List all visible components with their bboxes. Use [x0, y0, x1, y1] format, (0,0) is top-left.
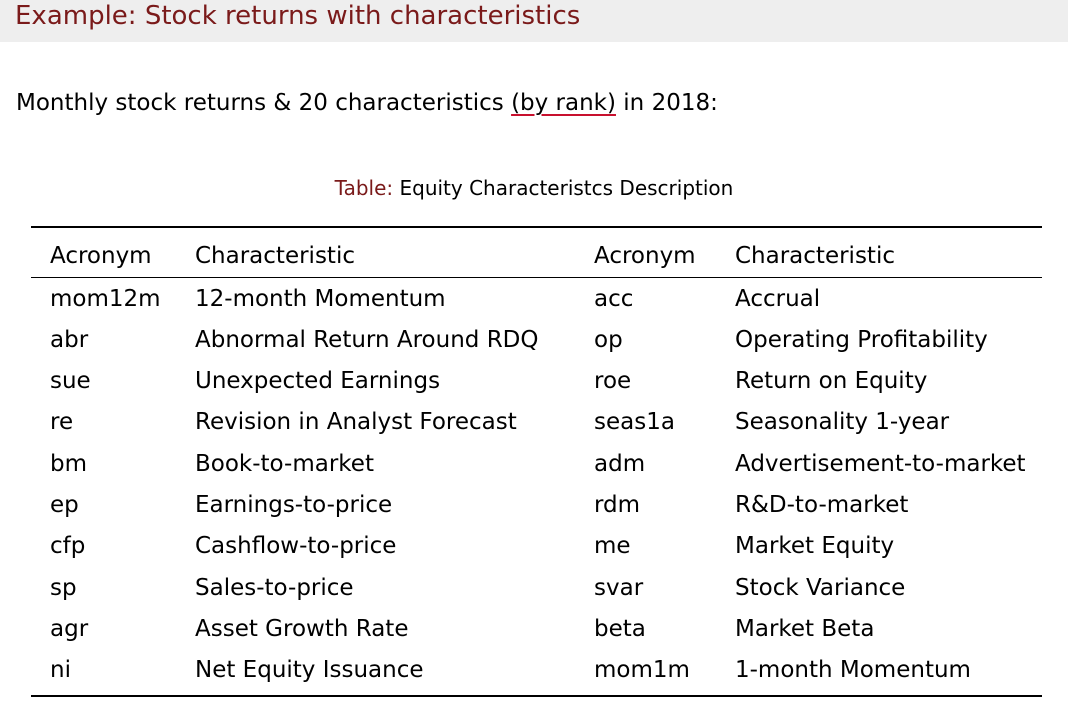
table-top-rule	[31, 226, 1042, 228]
table-cell: Cashflow-to-price	[195, 533, 397, 559]
header-acronym-right: Acronym	[594, 243, 696, 269]
slide-title: Example: Stock returns with characterist…	[15, 1, 581, 31]
table-cell: mom12m	[50, 286, 161, 312]
table-header-rule	[31, 277, 1042, 278]
table-cell: Net Equity Issuance	[195, 657, 424, 683]
table-caption-label: Table:	[334, 176, 394, 200]
table-cell: Return on Equity	[735, 368, 928, 394]
table-cell: acc	[594, 286, 634, 312]
table-cell: R&D-to-market	[735, 492, 909, 518]
table-cell: mom1m	[594, 657, 690, 683]
table-caption-text: Equity Characteristcs Description	[393, 176, 734, 200]
table-cell: Book-to-market	[195, 451, 374, 477]
table-cell: abr	[50, 327, 89, 353]
table-cell: Unexpected Earnings	[195, 368, 441, 394]
table-cell: Stock Variance	[735, 575, 906, 601]
table-bottom-rule	[31, 695, 1042, 697]
table-cell: roe	[594, 368, 632, 394]
table-cell: op	[594, 327, 623, 353]
by-rank-link[interactable]: (by rank)	[511, 90, 616, 116]
header-characteristic-right: Characteristic	[735, 243, 895, 269]
table-cell: re	[50, 409, 74, 435]
table-cell: Earnings-to-price	[195, 492, 393, 518]
intro-text: Monthly stock returns & 20 characteristi…	[16, 87, 718, 119]
table-cell: Abnormal Return Around RDQ	[195, 327, 539, 353]
intro-text-end: in 2018:	[615, 90, 718, 116]
table-cell: ep	[50, 492, 79, 518]
table-cell: Advertisement-to-market	[735, 451, 1026, 477]
header-characteristic-left: Characteristic	[195, 243, 355, 269]
table-cell: agr	[50, 616, 89, 642]
table-cell: Market Beta	[735, 616, 875, 642]
table-cell: Accrual	[735, 286, 821, 312]
table-cell: 1-month Momentum	[735, 657, 971, 683]
table-cell: Market Equity	[735, 533, 895, 559]
table-cell: Seasonality 1-year	[735, 409, 950, 435]
table-caption: Table: Equity Characteristcs Description	[0, 174, 1068, 202]
table-cell: Asset Growth Rate	[195, 616, 409, 642]
table-cell: me	[594, 533, 631, 559]
table-cell: cfp	[50, 533, 86, 559]
table-cell: 12-month Momentum	[195, 286, 446, 312]
table-cell: beta	[594, 616, 646, 642]
table-cell: sue	[50, 368, 91, 394]
table-cell: Sales-to-price	[195, 575, 354, 601]
table-cell: Revision in Analyst Forecast	[195, 409, 517, 435]
table-cell: Operating Profitability	[735, 327, 988, 353]
header-acronym-left: Acronym	[50, 243, 152, 269]
table-cell: seas1a	[594, 409, 675, 435]
table-cell: bm	[50, 451, 88, 477]
table-cell: sp	[50, 575, 77, 601]
title-bar: Example: Stock returns with characterist…	[0, 0, 1068, 42]
intro-text-start: Monthly stock returns & 20 characteristi…	[16, 90, 512, 116]
table-cell: rdm	[594, 492, 641, 518]
table-cell: svar	[594, 575, 644, 601]
table-cell: adm	[594, 451, 646, 477]
table-cell: ni	[50, 657, 71, 683]
